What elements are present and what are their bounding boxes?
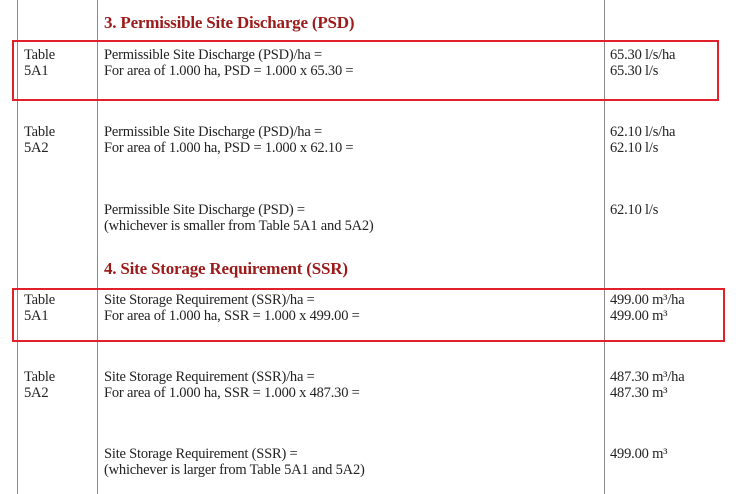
row-ref: Table <box>24 292 55 308</box>
section-heading-ssr: 4. Site Storage Requirement (SSR) <box>104 259 348 278</box>
row-desc: Site Storage Requirement (SSR)/ha = <box>104 292 315 308</box>
row-value: 499.00 m³/ha <box>610 292 685 308</box>
row-ref: 5A2 <box>24 140 49 156</box>
row-desc: Permissible Site Discharge (PSD)/ha = <box>104 124 322 140</box>
row-value: 499.00 m³ <box>610 308 668 324</box>
row-value: 65.30 l/s/ha <box>610 47 676 63</box>
row-ref: 5A1 <box>24 63 49 79</box>
row-desc: For area of 1.000 ha, SSR = 1.000 x 499.… <box>104 308 360 324</box>
row-desc: For area of 1.000 ha, PSD = 1.000 x 62.1… <box>104 140 354 156</box>
row-ref: Table <box>24 369 55 385</box>
row-ref: 5A2 <box>24 385 49 401</box>
row-desc: For area of 1.000 ha, PSD = 1.000 x 65.3… <box>104 63 354 79</box>
row-ref: 5A1 <box>24 308 49 324</box>
row-value: 487.30 m³ <box>610 385 668 401</box>
row-desc: (whichever is larger from Table 5A1 and … <box>104 462 365 478</box>
row-value: 62.10 l/s <box>610 140 659 156</box>
row-value: 62.10 l/s/ha <box>610 124 676 140</box>
row-ref: Table <box>24 47 55 63</box>
highlight-box-ssr-5a1 <box>12 288 725 342</box>
row-desc: Site Storage Requirement (SSR) = <box>104 446 298 462</box>
section-heading-psd: 3. Permissible Site Discharge (PSD) <box>104 13 355 32</box>
row-desc: Site Storage Requirement (SSR)/ha = <box>104 369 315 385</box>
row-desc: Permissible Site Discharge (PSD)/ha = <box>104 47 322 63</box>
row-value: 487.30 m³/ha <box>610 369 685 385</box>
row-ref: Table <box>24 124 55 140</box>
row-value: 65.30 l/s <box>610 63 659 79</box>
row-desc: (whichever is smaller from Table 5A1 and… <box>104 218 374 234</box>
row-desc: For area of 1.000 ha, SSR = 1.000 x 487.… <box>104 385 360 401</box>
highlight-box-psd-5a1 <box>12 40 719 101</box>
row-desc: Permissible Site Discharge (PSD) = <box>104 202 305 218</box>
column-divider-middle <box>97 0 98 494</box>
row-value: 499.00 m³ <box>610 446 668 462</box>
row-value: 62.10 l/s <box>610 202 659 218</box>
column-divider-right <box>604 0 605 494</box>
column-divider-left <box>17 0 18 494</box>
